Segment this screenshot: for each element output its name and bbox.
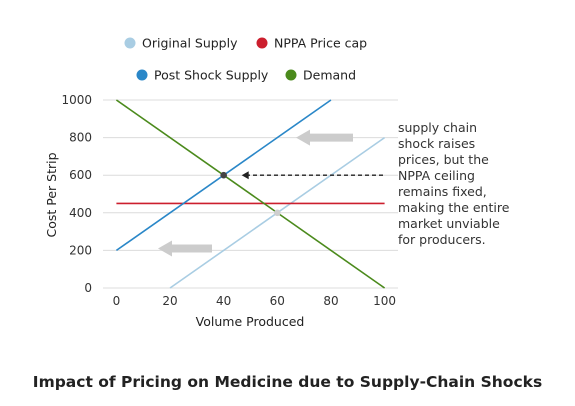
annotation-line: supply chain (398, 120, 477, 135)
y-axis-label: Cost Per Strip (44, 152, 59, 237)
annotation-line: NPPA ceiling (398, 168, 475, 183)
x-tick-60: 60 (270, 294, 285, 308)
intersection-point-2 (274, 209, 281, 217)
legend-item-nppa-price-cap: NPPA Price cap (256, 36, 367, 51)
legend-item-original-supply: Original Supply (124, 36, 238, 51)
legend: Original Supply NPPA Price cap Post Shock … (124, 36, 367, 83)
annotation-line: prices, but the (398, 152, 489, 167)
shift-arrow-upper (296, 129, 353, 146)
intersection-point-1 (220, 171, 227, 179)
legend-marker (136, 69, 148, 81)
shift-arrows (158, 129, 353, 257)
legend-item-demand: Demand (285, 68, 356, 83)
legend-marker (285, 69, 297, 81)
x-tick-100: 100 (373, 294, 396, 308)
legend-label: NPPA Price cap (274, 36, 367, 51)
y-tick-400: 400 (69, 206, 92, 220)
x-axis-label: Volume Produced (196, 314, 305, 329)
x-tick-0: 0 (113, 294, 121, 308)
legend-label: Demand (303, 68, 356, 83)
x-tick-80: 80 (323, 294, 338, 308)
x-tick-20: 20 (162, 294, 177, 308)
x-tick-40: 40 (216, 294, 231, 308)
annotation-line: for producers. (398, 232, 486, 247)
legend-marker (124, 37, 136, 49)
grid-lines (103, 99, 398, 289)
legend-item-post-shock-supply: Post Shock Supply (136, 68, 269, 83)
annotation-line: making the entire (398, 200, 510, 215)
series-lines (115, 99, 386, 289)
y-tick-labels: 0 200 400 600 800 1000 (61, 93, 92, 295)
legend-marker (256, 37, 268, 49)
y-tick-800: 800 (69, 131, 92, 145)
dashed-arrow (241, 171, 383, 180)
points (220, 171, 281, 217)
dashed-arrow-head (241, 171, 249, 180)
legend-label: Post Shock Supply (154, 68, 269, 83)
y-tick-0: 0 (84, 281, 92, 295)
chart-title: Impact of Pricing on Medicine due to Sup… (32, 373, 543, 391)
shift-arrow-lower (158, 240, 212, 257)
x-tick-labels: 0 20 40 60 80 100 (113, 294, 396, 308)
series-line-demand (115, 99, 386, 289)
annotation-line: shock raises (398, 136, 476, 151)
y-tick-1000: 1000 (61, 93, 92, 107)
legend-label: Original Supply (142, 36, 238, 51)
y-tick-200: 200 (69, 243, 92, 257)
annotation-text: supply chain shock raises prices, but the N… (398, 120, 548, 248)
annotation-line: remains fixed, (398, 184, 487, 199)
annotation-line: market unviable (398, 216, 500, 231)
y-tick-600: 600 (69, 168, 92, 182)
